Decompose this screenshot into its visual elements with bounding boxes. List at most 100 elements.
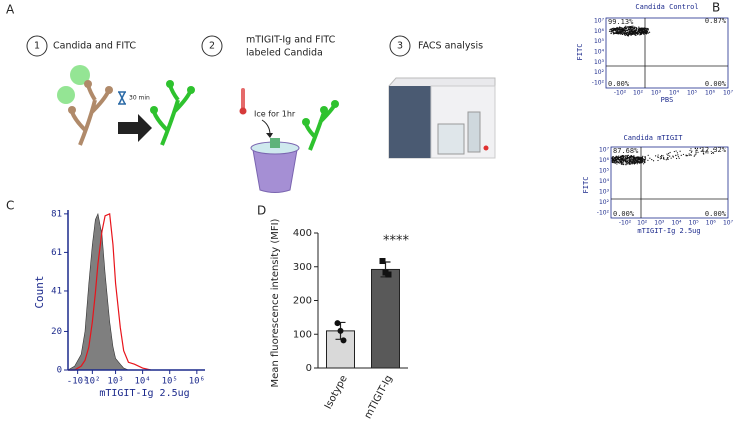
event-dot [622,156,624,158]
event-dot [615,28,617,30]
event-dot [672,155,674,157]
event-dot [679,150,681,152]
y-tick-label: 10² [594,69,605,76]
event-dot [670,157,672,159]
event-dot [639,29,642,31]
event-dot [657,154,659,156]
y-tick-label: 20 [51,327,62,337]
event-dot [625,157,627,159]
event-dot [613,158,615,160]
event-dot [641,161,643,163]
event-dot [710,152,713,155]
event-dot [690,154,692,156]
event-dot [619,32,621,34]
event-dot [633,158,635,160]
x-tick-label: 10⁶ [706,220,717,227]
event-dot [629,160,631,162]
x-tick-label: 10³ [651,90,662,97]
event-dot [689,149,691,152]
event-dot [639,28,641,30]
event-dot [651,158,653,161]
event-dot [645,30,647,32]
y-axis-label: FITC [576,44,584,61]
quadrant-percent: 0.00% [608,80,630,88]
step-note: 30 min [129,95,150,102]
event-dot [694,154,696,156]
quadrant-percent: 0.00% [705,210,727,218]
event-dot [655,155,657,157]
data-point [340,337,347,344]
event-dot [642,158,644,160]
event-dot [622,29,624,31]
event-dot [616,27,619,29]
event-dot [665,159,667,161]
event-dot [633,162,635,164]
event-dot [612,155,614,158]
event-dot [623,160,625,162]
event-dot [657,159,659,162]
event-dot [628,30,630,32]
event-dot [636,157,638,159]
event-dot [639,159,641,161]
event-dot [639,30,641,32]
event-dot [662,157,665,160]
event-dot [626,163,628,165]
event-dot [627,161,629,163]
event-dot [636,163,638,165]
event-dot [647,159,649,161]
histogram-line [68,212,151,371]
event-dot [624,28,626,30]
event-dot [640,161,642,163]
event-dot [669,155,671,157]
event-dot [634,34,636,36]
event-dot [640,27,642,29]
quadrant-percent: 99.13% [608,18,634,26]
y-tick-label: 10³ [599,189,610,196]
event-dot [638,28,640,30]
y-tick-label: 10³ [594,59,605,66]
event-dot [694,147,696,149]
event-dot [611,28,613,31]
event-dot [640,159,642,161]
event-dot [647,28,649,31]
event-dot [624,32,626,34]
event-dot [638,29,641,31]
event-dot [633,160,636,163]
event-dot [629,32,631,34]
x-axis-label: mTIGIT-Ig 2.5ug [99,388,189,399]
y-tick-label: 10⁷ [594,18,605,25]
event-dot [626,26,628,28]
event-dot [633,155,635,157]
event-dot [629,157,631,159]
event-dot [624,156,626,158]
event-dot [637,33,639,35]
panel-label: A [6,3,15,17]
event-dot [629,25,631,28]
event-dot [634,157,636,160]
event-dot [627,162,629,164]
event-dot [614,161,616,163]
event-dot [673,150,675,153]
event-dot [611,158,613,160]
significance: **** [383,234,410,249]
event-dot [644,156,646,159]
event-dot [626,33,628,36]
event-dot [695,153,697,155]
event-dot [637,156,639,158]
x-tick-label: 10⁵ [689,220,700,227]
x-tick-label: 10⁴ [134,377,150,387]
y-axis-label: FITC [582,177,590,194]
event-dot [672,156,674,158]
event-dot [621,29,623,31]
step-label: labeled Candida [246,48,323,59]
event-dot [633,30,636,32]
event-dot [637,159,640,161]
event-dot [638,160,640,163]
x-tick-label: 10² [637,220,648,227]
event-dot [626,156,628,158]
bar-panel: 0 100 200 300 400 Isotype mTIGIT-Ig **** Mean fl… [270,218,410,420]
event-dot [620,31,622,33]
flow-plot: Candida Control PBS FITC 99.13% 0.87% 0.00% 0.… [576,3,734,104]
event-dot [634,160,637,162]
